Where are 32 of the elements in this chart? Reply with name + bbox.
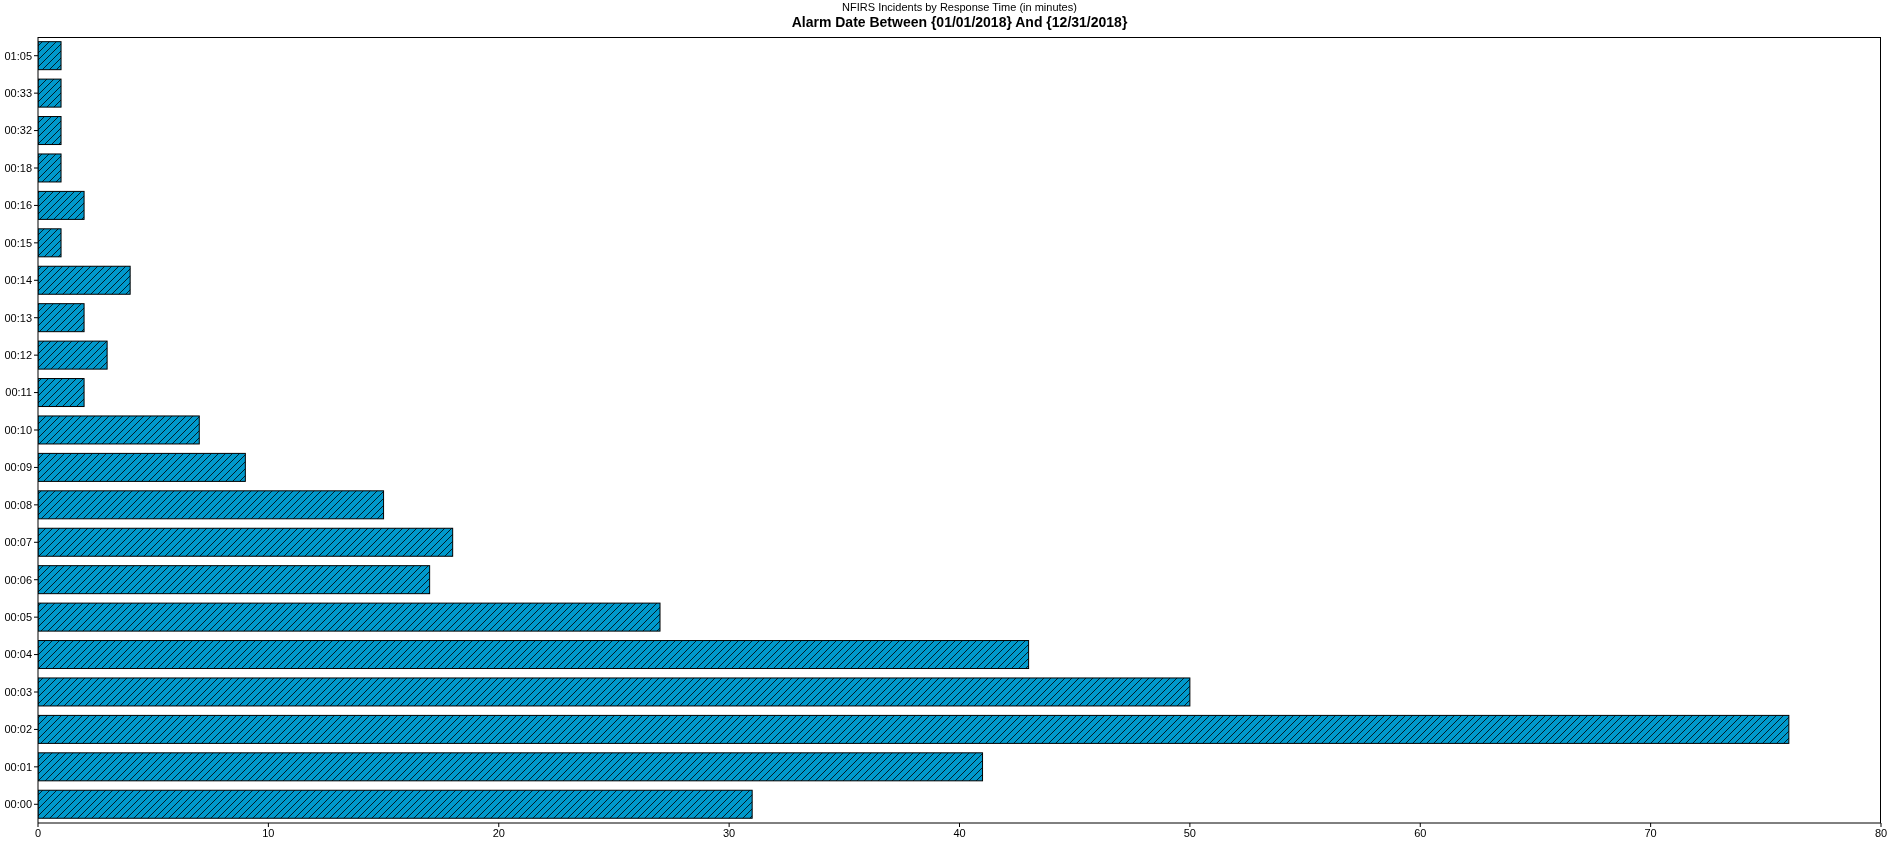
chart-subtitle: Alarm Date Between {01/01/2018} And {12/31/2018} <box>790 14 1129 31</box>
y-tick-label: 00:12 <box>4 349 32 362</box>
y-tick-label: 00:05 <box>4 611 32 624</box>
y-tick-label: 00:03 <box>4 685 32 698</box>
y-tick-label: 00:06 <box>4 573 32 586</box>
y-tick-label: 00:00 <box>4 798 32 811</box>
x-tick-label: 30 <box>723 826 736 839</box>
y-tick-label: 00:14 <box>4 274 32 287</box>
x-tick-label: 50 <box>1183 826 1196 839</box>
y-tick-label: 00:18 <box>4 161 32 174</box>
y-tick-label: 00:07 <box>4 536 32 549</box>
y-tick-label: 00:02 <box>4 723 32 736</box>
chart-title: NFIRS Incidents by Response Time (in minutes) <box>841 1 1078 14</box>
y-tick-label: 00:33 <box>4 87 32 100</box>
y-tick-label: 00:16 <box>4 199 32 212</box>
y-tick-label: 00:09 <box>4 461 32 474</box>
x-tick-label: 0 <box>34 826 42 839</box>
x-tick-label: 80 <box>1874 826 1888 839</box>
x-tick-label: 60 <box>1414 826 1427 839</box>
x-tick-label: 10 <box>262 826 275 839</box>
x-tick-label: 20 <box>492 826 505 839</box>
y-tick-label: 00:32 <box>4 124 32 137</box>
y-tick-label: 00:13 <box>4 311 32 324</box>
y-tick-label: 00:08 <box>4 498 32 511</box>
y-tick-label: 01:05 <box>4 49 32 62</box>
x-tick-label: 40 <box>953 826 966 839</box>
y-tick-label: 00:11 <box>5 386 32 399</box>
x-tick-label: 70 <box>1644 826 1657 839</box>
y-tick-label: 00:10 <box>4 423 32 436</box>
y-tick-label: 00:04 <box>4 648 32 661</box>
y-tick-label: 00:15 <box>4 236 32 249</box>
y-tick-label: 00:01 <box>4 760 32 773</box>
